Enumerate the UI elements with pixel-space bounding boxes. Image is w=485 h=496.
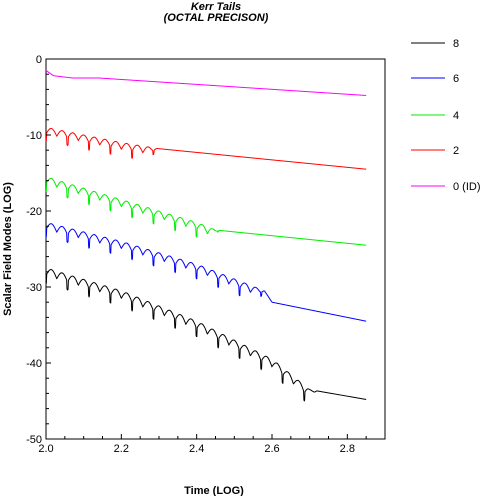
legend-label: 0 (ID) (453, 181, 481, 193)
series-line-8 (45, 269, 367, 402)
series-line-4 (45, 177, 367, 246)
x-axis-label: Time (LOG) (184, 485, 244, 496)
legend-label: 8 (453, 38, 459, 50)
y-tick-label: 0 (36, 54, 42, 66)
y-tick-label: -20 (26, 206, 42, 218)
x-ticks: 2.0 2.2 2.4 2.6 2.8 (38, 434, 367, 455)
x-tick-label: 2.8 (340, 443, 355, 455)
x-tick-label: 2.2 (114, 443, 129, 455)
x-tick-label: 2.0 (38, 443, 53, 455)
series-line-6 (45, 223, 367, 322)
y-ticks: 0 -10 -20 -30 -40 -50 (26, 54, 51, 446)
y-axis-label: Scalar Field Modes (LOG) (2, 182, 14, 316)
chart-title: Kerr Tails (191, 1, 241, 13)
legend-label: 4 (453, 110, 459, 122)
legend-label: 2 (453, 145, 459, 157)
chart-subtitle: (OCTAL PRECISON) (164, 12, 269, 24)
series-line-2 (45, 127, 367, 170)
legend-label: 6 (453, 73, 459, 85)
y-tick-label: -10 (26, 130, 42, 142)
y-tick-label: -30 (26, 282, 42, 294)
y-tick-label: -50 (26, 434, 42, 446)
y-tick-label: -40 (26, 358, 42, 370)
x-tick-label: 2.4 (189, 443, 204, 455)
series-layer (45, 69, 367, 402)
plot-frame (45, 58, 386, 440)
x-tick-label: 2.6 (264, 443, 279, 455)
plot-border (45, 58, 386, 440)
series-line-0-id- (45, 69, 367, 96)
legend: 8 6 4 2 0 (ID) (411, 38, 481, 193)
